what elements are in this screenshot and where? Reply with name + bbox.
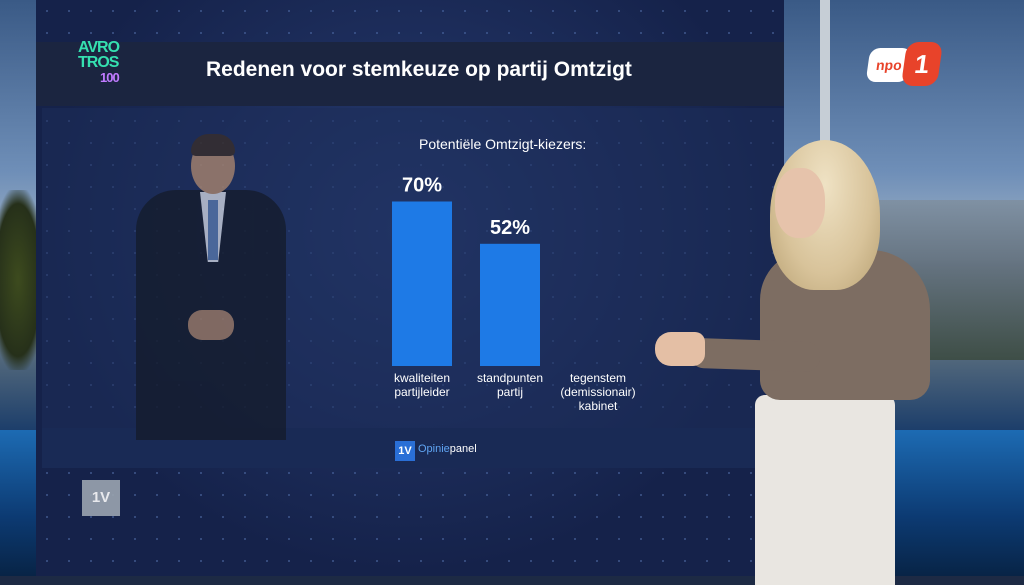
chart-title: Redenen voor stemkeuze op partij Omtzigt bbox=[206, 58, 632, 81]
value-label-1: 52% bbox=[490, 217, 530, 239]
value-label-0: 70% bbox=[402, 175, 442, 197]
category-label-0-1: partijleider bbox=[394, 385, 449, 399]
npo1-logo: npo 1 bbox=[865, 40, 944, 90]
category-label-2-0: tegenstem bbox=[570, 371, 626, 385]
category-label-2-1: (demissionair) bbox=[560, 385, 635, 399]
chart-subtitle: Potentiële Omtzigt-kiezers: bbox=[419, 136, 587, 152]
program-bug-1v: 1V bbox=[82, 480, 120, 516]
category-label-0-0: kwaliteiten bbox=[394, 371, 450, 385]
video-wall: Redenen voor stemkeuze op partij Omtzigt… bbox=[36, 0, 784, 576]
category-label-2-2: kabinet bbox=[579, 399, 618, 413]
category-label-1-1: partij bbox=[497, 385, 523, 399]
1v-badge: 1V bbox=[395, 441, 415, 461]
politician-photo bbox=[96, 120, 326, 440]
bar-1 bbox=[480, 243, 540, 366]
avrotros-100-logo: AVRO TROS 100 bbox=[78, 39, 120, 86]
bar-0 bbox=[392, 201, 452, 366]
opiniepanel-logo: Opiniepanel bbox=[418, 443, 477, 455]
category-label-1-0: standpunten bbox=[477, 371, 543, 385]
title-band bbox=[36, 42, 784, 106]
presenter bbox=[650, 140, 950, 585]
